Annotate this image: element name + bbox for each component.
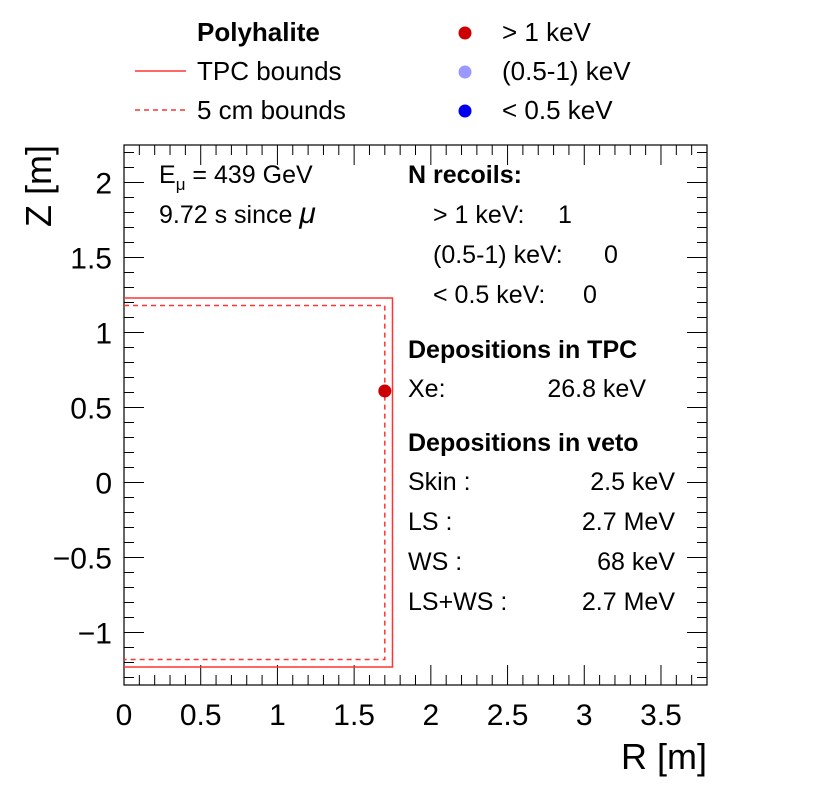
- axis-tick-labels: 0 0.5 1 1.5 2 2.5 3 3.5 −1 −0.5 0 0.5 1 1.5 2: [53, 168, 682, 733]
- veto-ls-ws-label: LS+WS :: [408, 588, 507, 616]
- annotations: Eμ = 439 GeV 9.72 s since μ N recoils: >…: [159, 161, 675, 616]
- veto-ls-ws-value: 2.7 MeV: [582, 588, 675, 616]
- legend-mid-kev-label: (0.5-1) keV: [502, 56, 631, 86]
- muon-energy-prefix: E: [159, 161, 176, 189]
- x-tick-label: 1: [269, 699, 286, 732]
- y-tick-label: 1.5: [70, 243, 112, 276]
- time-since-muon-value: 9.72 s since: [159, 201, 299, 229]
- veto-ws-label: WS :: [408, 548, 462, 576]
- legend-5cm-bounds-label: 5 cm bounds: [197, 95, 346, 125]
- muon-symbol: μ: [298, 197, 315, 230]
- legend-lt05kev-marker: [458, 104, 472, 118]
- muon-energy-subscript: μ: [176, 175, 186, 194]
- tpc-xe-value: 26.8 keV: [547, 375, 646, 403]
- y-tick-label: 0: [95, 468, 112, 501]
- recoil-lt05kev-value: 0: [583, 281, 597, 309]
- recoil-points: [378, 384, 392, 398]
- detector-boundaries: [124, 297, 394, 668]
- tpc-depositions-title: Depositions in TPC: [408, 336, 637, 364]
- muon-energy-value: = 439 GeV: [185, 161, 312, 189]
- x-tick-label: 0: [116, 699, 133, 732]
- legend-gt1kev-label: > 1 keV: [502, 17, 592, 47]
- x-axis-label: R [m]: [621, 736, 707, 777]
- tpc-bounds-line: [124, 297, 394, 668]
- recoils-title: N recoils:: [408, 161, 522, 189]
- legend-lt05kev-label: < 0.5 keV: [502, 95, 613, 125]
- recoil-lt05kev-label: < 0.5 keV:: [433, 281, 545, 309]
- legend-mid-kev-marker: [458, 65, 472, 79]
- time-since-muon-text: 9.72 s since μ: [159, 197, 316, 230]
- recoil-mid-kev-value: 0: [604, 241, 618, 269]
- veto-ls-label: LS :: [408, 508, 452, 536]
- five-cm-bounds-line: [124, 304, 386, 661]
- axis-ticks: [123, 145, 708, 685]
- y-tick-label: 1: [95, 318, 112, 351]
- x-tick-label: 2: [422, 699, 439, 732]
- x-tick-label: 3: [576, 699, 593, 732]
- y-tick-label: 0.5: [70, 393, 112, 426]
- recoil-gt1kev-label: > 1 keV:: [433, 201, 525, 229]
- x-tick-label: 3.5: [640, 699, 682, 732]
- legend-tpc-bounds-label: TPC bounds: [197, 56, 342, 86]
- veto-depositions-title: Depositions in veto: [408, 429, 639, 457]
- tpc-xe-label: Xe:: [408, 375, 446, 403]
- legend-gt1kev-marker: [458, 26, 472, 40]
- veto-skin-value: 2.5 keV: [590, 468, 675, 496]
- y-tick-label: −0.5: [53, 543, 112, 576]
- legend-header: Polyhalite: [197, 17, 320, 47]
- x-tick-label: 1.5: [333, 699, 375, 732]
- veto-ws-value: 68 keV: [597, 548, 675, 576]
- x-tick-label: 0.5: [180, 699, 222, 732]
- recoil-mid-kev-label: (0.5-1) keV:: [433, 241, 563, 269]
- veto-ls-value: 2.7 MeV: [582, 508, 675, 536]
- recoil-point: [378, 384, 392, 398]
- muon-energy-text: Eμ = 439 GeV: [159, 161, 313, 194]
- x-tick-label: 2.5: [487, 699, 529, 732]
- y-axis-label: Z [m]: [18, 145, 59, 227]
- y-tick-label: 2: [95, 168, 112, 201]
- legend: Polyhalite TPC bounds 5 cm bounds > 1 ke…: [135, 17, 631, 125]
- recoil-gt1kev-value: 1: [558, 201, 572, 229]
- y-tick-label: −1: [78, 618, 112, 651]
- veto-skin-label: Skin :: [408, 468, 471, 496]
